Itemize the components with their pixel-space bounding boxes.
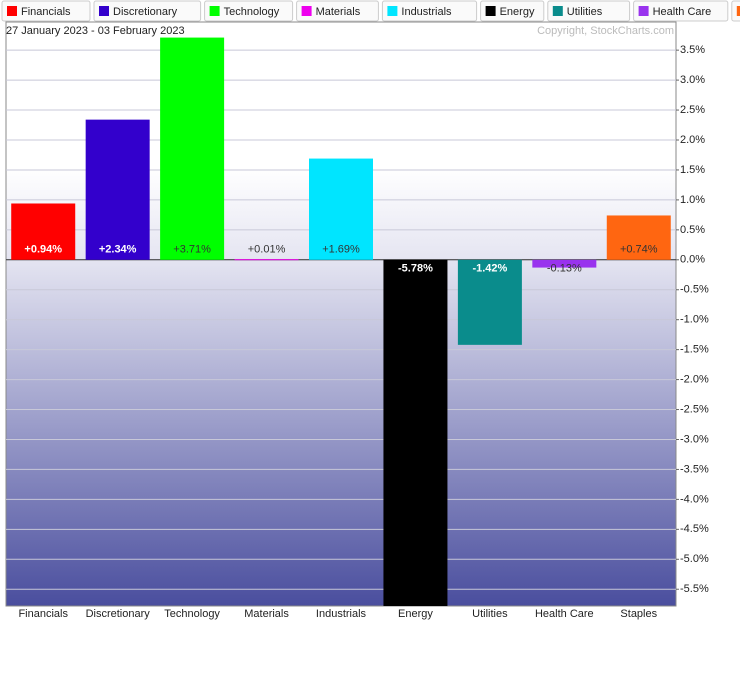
legend-swatch[interactable] [387,6,398,16]
legend-label[interactable]: Energy [500,6,535,18]
bar [383,259,448,606]
value-label: +0.74% [620,244,658,256]
bar [11,203,76,260]
legend-button[interactable] [93,0,202,22]
legend-button[interactable] [1,0,91,22]
legend-swatch[interactable] [552,6,563,16]
value-label: +2.34% [99,244,137,256]
legend-swatch[interactable] [209,6,220,16]
plot-area [5,21,677,607]
bar [160,37,225,260]
legend-swatch[interactable] [301,6,312,16]
legend-label[interactable]: Financials [21,6,71,18]
y-tick-label: -3.5% [680,463,709,475]
x-tick-label: Utilities [472,608,508,620]
bar [85,119,150,260]
value-label: +0.94% [24,244,62,256]
legend-label[interactable]: Industrials [401,6,452,18]
legend-swatch[interactable] [7,6,17,16]
x-tick-label: Materials [244,608,289,620]
legend-label[interactable]: Utilities [567,6,603,18]
y-tick-label: -2.0% [680,373,709,385]
y-tick-label: -1.5% [680,344,709,356]
y-tick-label: -4.0% [680,493,709,505]
legend-swatch[interactable] [99,6,109,16]
y-tick-label: 2.0% [680,134,705,146]
subtitle: 27 January 2023 - 03 February 2023 [6,25,185,37]
value-label: +3.71% [173,244,211,256]
bar [309,158,373,260]
legend-label[interactable]: Technology [224,6,280,18]
legend-label[interactable]: Health Care [653,6,712,18]
legend-button[interactable] [296,0,379,22]
y-tick-label: -3.0% [680,433,709,445]
legend-label[interactable]: Materials [316,6,361,18]
legend-label[interactable]: Discretionary [113,6,178,18]
y-tick-label: -5.5% [680,583,709,595]
credit: Copyright, StockCharts.com [537,25,674,37]
x-tick-label: Energy [398,608,433,620]
y-tick-label: 3.0% [680,74,705,86]
x-tick-label: Health Care [535,608,594,620]
y-tick-label: -4.5% [680,523,709,535]
legend-button[interactable] [547,0,631,22]
x-tick-label: Financials [18,608,68,620]
bar [532,259,597,268]
value-label: -5.78% [398,263,433,275]
x-tick-label: Staples [620,608,657,620]
y-tick-label: 2.5% [680,104,705,116]
value-label: -1.42% [472,263,507,275]
legend-swatch[interactable] [736,6,740,16]
bar [234,259,299,261]
legend-button[interactable] [480,0,545,22]
y-tick-label: 0.0% [680,254,705,266]
y-tick-label: -1.0% [680,314,709,326]
y-tick-label: 3.5% [680,44,705,56]
legend-swatch[interactable] [638,6,649,16]
legend-swatch[interactable] [485,6,496,16]
x-tick-label: Discretionary [86,608,151,620]
legend-button[interactable] [381,0,478,22]
y-tick-label: 1.0% [680,194,705,206]
value-label: +0.01% [248,244,286,256]
x-tick-label: Technology [164,608,220,620]
y-tick-label: -2.5% [680,403,709,415]
y-tick-label: 0.5% [680,224,705,236]
x-tick-label: Industrials [316,608,367,620]
legend-button[interactable] [633,0,729,22]
legend-button[interactable] [204,0,294,22]
y-tick-label: 1.5% [680,164,705,176]
bar [606,215,671,260]
y-tick-label: -5.0% [680,553,709,565]
value-label: +1.69% [322,244,360,256]
value-label: -0.13% [547,263,582,275]
y-tick-label: -0.5% [680,284,709,296]
bar [457,259,522,345]
